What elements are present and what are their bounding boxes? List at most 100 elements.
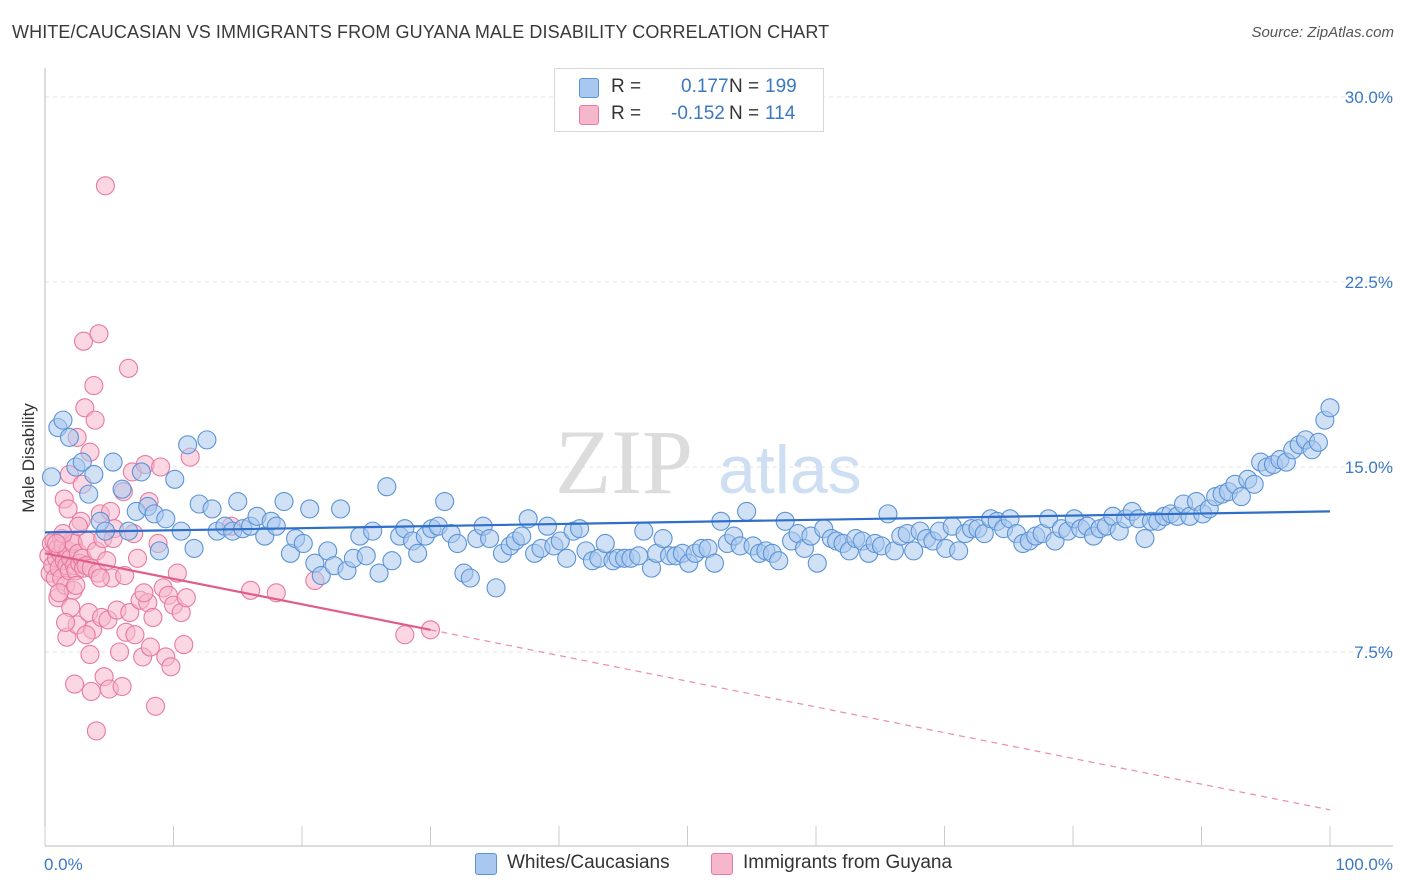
point-guyana-98 bbox=[58, 499, 78, 519]
point-guyana-84 bbox=[167, 563, 187, 583]
point-guyana-108 bbox=[241, 580, 261, 600]
legend-swatch-blue bbox=[475, 853, 497, 875]
point-guyana-45 bbox=[85, 410, 105, 430]
point-whites-65 bbox=[460, 568, 480, 588]
point-whites-40 bbox=[300, 499, 320, 519]
point-whites-63 bbox=[447, 533, 468, 554]
point-whites-19 bbox=[165, 469, 185, 489]
point-whites-39 bbox=[293, 533, 313, 554]
point-whites-0 bbox=[41, 467, 61, 487]
point-whites-86 bbox=[595, 533, 615, 554]
point-whites-14 bbox=[131, 462, 151, 482]
point-whites-3 bbox=[59, 427, 79, 447]
tick-labels: 7.5% 15.0% 22.5% 30.0% 0.0% 100.0% bbox=[44, 88, 1393, 874]
point-whites-18 bbox=[156, 509, 176, 529]
watermark-zip: ZIP bbox=[555, 411, 693, 513]
chart-title: WHITE/CAUCASIAN VS IMMIGRANTS FROM GUYAN… bbox=[12, 22, 830, 42]
legend-r-label: R = bbox=[611, 76, 642, 97]
point-whites-185 bbox=[1231, 487, 1251, 507]
legend-label-guyana: Immigrants from Guyana bbox=[743, 852, 953, 873]
point-whites-21 bbox=[178, 435, 198, 455]
point-guyana-53 bbox=[95, 176, 115, 196]
point-whites-79 bbox=[550, 531, 570, 551]
point-whites-2 bbox=[53, 410, 73, 430]
point-guyana-86 bbox=[174, 635, 194, 655]
legend-r-value: -0.152 bbox=[671, 103, 725, 124]
point-whites-45 bbox=[330, 499, 351, 519]
point-whites-95 bbox=[653, 528, 673, 549]
point-guyana-101 bbox=[56, 612, 76, 632]
point-whites-53 bbox=[382, 551, 402, 571]
legend-swatch-pink bbox=[711, 853, 733, 875]
point-whites-25 bbox=[202, 499, 222, 519]
y-axis-label: Male Disability bbox=[19, 403, 38, 513]
legend-stats: R = 0.177 N = 199 R = -0.152 N = 114 bbox=[554, 68, 824, 132]
point-whites-82 bbox=[570, 519, 590, 539]
point-guyana-78 bbox=[151, 457, 171, 477]
point-guyana-95 bbox=[86, 721, 106, 741]
y-tick-label-1: 15.0% bbox=[1345, 458, 1393, 477]
point-guyana-87 bbox=[176, 588, 196, 608]
point-whites-130 bbox=[878, 504, 898, 524]
point-whites-5 bbox=[72, 452, 92, 472]
point-guyana-69 bbox=[127, 548, 148, 568]
y-tick-label-0: 7.5% bbox=[1354, 643, 1393, 662]
point-whites-49 bbox=[356, 546, 376, 566]
series-immigrants-from-guyana-points bbox=[39, 176, 441, 741]
point-guyana-74 bbox=[140, 637, 160, 657]
y-tick-label-3: 30.0% bbox=[1345, 88, 1393, 107]
point-whites-22 bbox=[184, 538, 204, 558]
point-whites-199 bbox=[1320, 398, 1340, 418]
point-guyana-100 bbox=[49, 583, 69, 603]
point-guyana-61 bbox=[109, 642, 130, 662]
point-whites-61 bbox=[435, 491, 455, 512]
legend-swatch-pink bbox=[579, 105, 599, 125]
point-whites-11 bbox=[112, 479, 132, 499]
point-whites-92 bbox=[634, 521, 654, 541]
point-guyana-41 bbox=[80, 644, 100, 665]
point-whites-7 bbox=[84, 464, 104, 484]
x-tick-label-1: 100.0% bbox=[1335, 855, 1393, 874]
legend-n-value: 199 bbox=[765, 76, 797, 97]
point-whites-17 bbox=[149, 541, 169, 561]
point-whites-68 bbox=[480, 528, 500, 549]
point-whites-42 bbox=[311, 565, 331, 586]
trend-lines bbox=[44, 510, 1331, 811]
point-whites-35 bbox=[266, 516, 286, 536]
point-whites-10 bbox=[103, 452, 123, 472]
point-whites-74 bbox=[518, 509, 538, 529]
point-guyana-62 bbox=[112, 676, 132, 697]
trend-line-guyana-extension bbox=[430, 629, 1331, 811]
x-tick-label-0: 0.0% bbox=[44, 855, 83, 874]
point-guyana-93 bbox=[76, 625, 96, 645]
source-credit: Source: ZipAtlas.com bbox=[1251, 24, 1394, 41]
point-guyana-111 bbox=[395, 625, 415, 645]
point-whites-36 bbox=[274, 491, 294, 512]
point-whites-113 bbox=[769, 551, 789, 571]
legend-n-label: N = bbox=[729, 103, 760, 124]
point-whites-50 bbox=[363, 521, 383, 541]
point-guyana-105 bbox=[134, 583, 154, 603]
legend-r-label: R = bbox=[611, 103, 642, 124]
point-whites-108 bbox=[737, 501, 757, 521]
point-guyana-44 bbox=[84, 376, 104, 396]
point-whites-155 bbox=[1039, 509, 1059, 529]
point-guyana-68 bbox=[125, 625, 145, 645]
point-whites-69 bbox=[486, 578, 506, 598]
point-whites-57 bbox=[408, 543, 428, 563]
point-whites-77 bbox=[537, 516, 557, 536]
legend-label-whites: Whites/Caucasians bbox=[507, 852, 670, 873]
point-whites-103 bbox=[704, 553, 725, 573]
point-guyana-82 bbox=[161, 657, 181, 677]
point-guyana-113 bbox=[66, 575, 86, 595]
point-whites-80 bbox=[557, 548, 577, 568]
point-guyana-66 bbox=[120, 602, 140, 623]
point-whites-73 bbox=[512, 526, 532, 546]
legend-swatch-blue bbox=[579, 78, 599, 98]
legend-r-value: 0.177 bbox=[681, 76, 729, 97]
point-guyana-48 bbox=[89, 324, 109, 344]
point-guyana-96 bbox=[90, 568, 110, 588]
series-whites-caucasians-points bbox=[41, 398, 1340, 598]
axes bbox=[44, 68, 1393, 847]
